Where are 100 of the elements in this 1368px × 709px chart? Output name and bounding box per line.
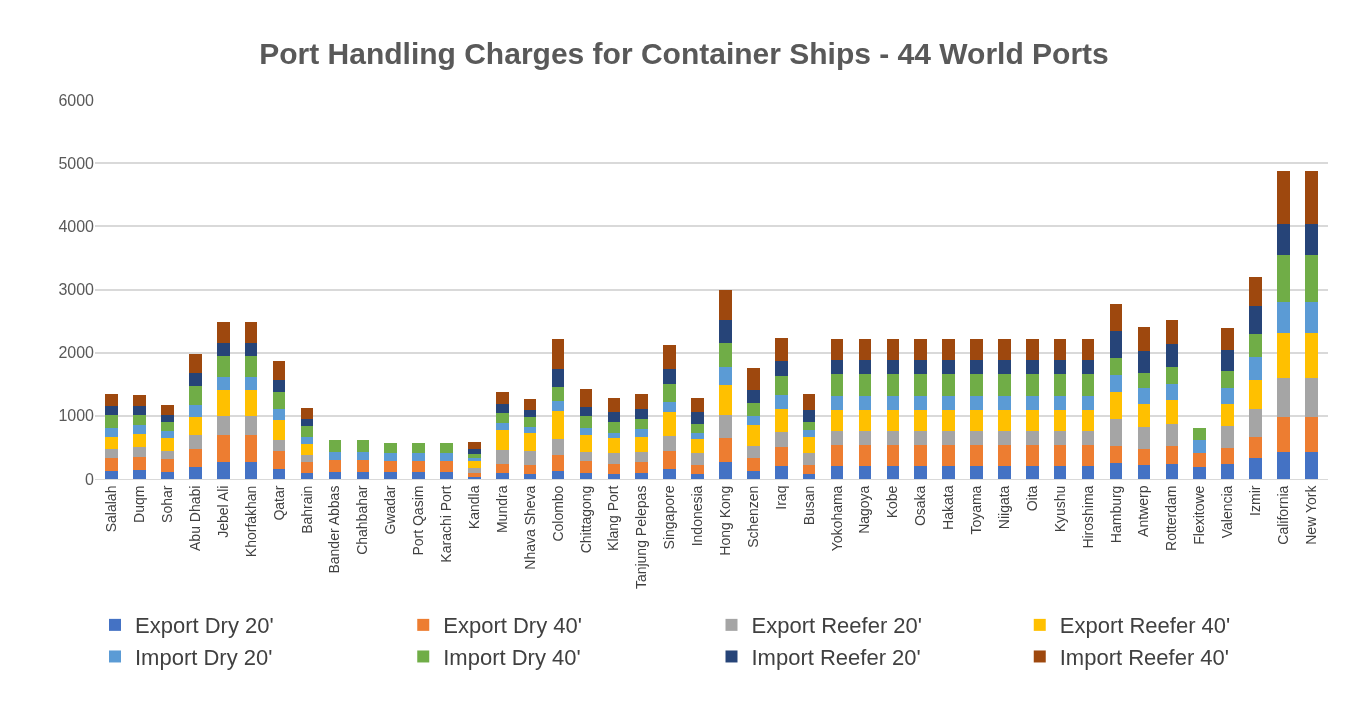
bar: [1221, 448, 1234, 465]
bar: [774, 395, 788, 409]
bar: [635, 452, 649, 463]
bar: [244, 461, 258, 479]
bar: [468, 458, 481, 461]
bar: [384, 461, 397, 472]
bar: [1081, 374, 1095, 396]
x-tick-label: Kandla: [465, 485, 482, 530]
bar: [970, 360, 983, 375]
bar: [970, 395, 983, 410]
bar: [300, 455, 314, 463]
bar: [579, 434, 593, 453]
bar: [1137, 327, 1151, 351]
bar: [1277, 302, 1290, 334]
bar: [217, 390, 230, 417]
bar: [774, 466, 788, 479]
bar: [1277, 224, 1290, 256]
bar: [133, 456, 146, 470]
bar: [1277, 255, 1290, 303]
y-tick-label: 0: [85, 470, 95, 488]
bar: [858, 444, 872, 466]
bar: [551, 339, 565, 370]
bar: [468, 467, 481, 473]
bar: [719, 342, 732, 368]
bar: [579, 416, 593, 428]
bar: [105, 448, 119, 459]
bar: [1026, 395, 1039, 410]
bar: [523, 417, 537, 427]
bar: [551, 386, 565, 402]
x-tick-label: Rotterdam: [1163, 485, 1180, 551]
bar: [105, 470, 119, 479]
bar: [1053, 360, 1067, 375]
bar: [1026, 360, 1039, 375]
bar: [914, 444, 927, 466]
bar: [523, 464, 537, 474]
bar: [663, 345, 676, 369]
bar: [1165, 343, 1179, 367]
bar: [1137, 449, 1151, 465]
x-tick-label: Niigata: [995, 485, 1012, 530]
bar: [1165, 423, 1179, 447]
bar: [663, 402, 676, 413]
x-tick-label: Busan: [800, 485, 817, 526]
bar: [830, 409, 844, 431]
bar: [1221, 388, 1234, 404]
y-tick-label: 3000: [58, 281, 95, 299]
bar: [1137, 372, 1151, 389]
bar: [496, 463, 509, 473]
bar: [635, 436, 649, 453]
bar: [886, 465, 900, 479]
bar: [1249, 334, 1262, 358]
bar: [1249, 458, 1262, 479]
bar: [244, 356, 258, 377]
bar: [747, 368, 760, 390]
bar: [719, 462, 732, 479]
bar: [914, 374, 927, 396]
bar: [1304, 333, 1318, 378]
bar: [328, 460, 342, 473]
bar: [970, 409, 983, 431]
bar: [998, 339, 1011, 361]
bar: [802, 473, 816, 479]
bar: [217, 322, 230, 344]
x-tick-label: Chittagong: [577, 485, 594, 554]
bar: [663, 436, 676, 452]
x-tick-label: Jebel Ali: [214, 485, 231, 538]
bar: [635, 419, 649, 430]
bar: [635, 408, 649, 420]
bar: [161, 405, 174, 415]
bar: [774, 431, 788, 448]
bar: [830, 374, 844, 396]
bar: [189, 404, 202, 418]
bar: [356, 440, 370, 453]
bar: [161, 431, 174, 439]
bar: [496, 404, 509, 413]
x-tick-label: Oita: [1023, 485, 1040, 512]
bar: [1277, 416, 1290, 452]
bar: [161, 414, 174, 422]
bar: [496, 449, 509, 464]
legend-label: Export Dry 20': [135, 613, 274, 639]
bar: [133, 405, 146, 415]
bar: [440, 443, 453, 454]
bar: [1193, 440, 1206, 454]
bar: [970, 430, 983, 445]
bar: [719, 437, 732, 463]
bar: [356, 472, 370, 479]
bar: [802, 393, 816, 411]
bar: [217, 461, 230, 479]
bar: [523, 410, 537, 418]
bar: [747, 416, 760, 425]
legend-label: Import Dry 40': [443, 645, 581, 671]
y-tick-label: 6000: [58, 91, 95, 109]
x-tick-label: Nhava Sheva: [521, 485, 538, 570]
bar: [105, 393, 119, 406]
y-tick-label: 4000: [58, 217, 95, 235]
x-tick-label: Kobe: [884, 485, 901, 519]
bar: [886, 374, 900, 396]
bar: [496, 422, 509, 430]
bar: [635, 393, 649, 409]
bar: [412, 461, 425, 472]
bar: [384, 453, 397, 462]
bar: [914, 339, 927, 361]
